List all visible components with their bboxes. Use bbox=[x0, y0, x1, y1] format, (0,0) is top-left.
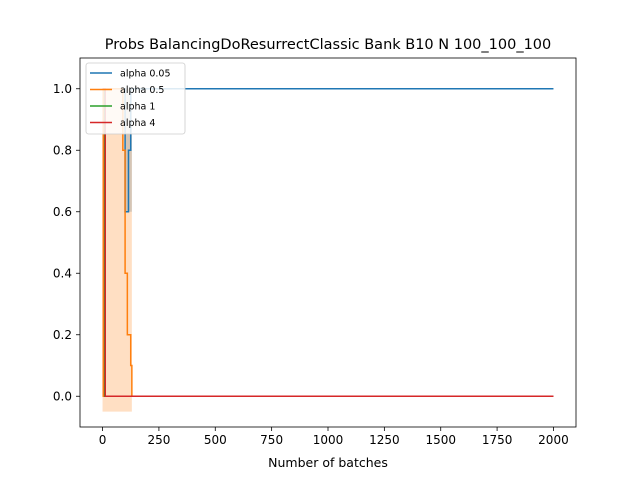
x-tick-label: 1500 bbox=[425, 433, 456, 447]
x-axis-label: Number of batches bbox=[268, 455, 388, 470]
legend-label: alpha 4 bbox=[120, 118, 155, 129]
x-tick-label: 2000 bbox=[538, 433, 569, 447]
y-tick-label: 0.0 bbox=[53, 389, 72, 403]
y-tick-label: 0.8 bbox=[53, 143, 72, 157]
series-lines bbox=[102, 88, 554, 397]
x-tick-label: 0 bbox=[99, 433, 107, 447]
confidence-bands bbox=[102, 88, 132, 412]
y-tick-label: 0.4 bbox=[53, 266, 72, 280]
x-tick-label: 1750 bbox=[482, 433, 513, 447]
x-axis-ticks: 0 250 500 750 1000 1250 1500 1750 2000 bbox=[99, 427, 569, 447]
x-tick-label: 250 bbox=[147, 433, 170, 447]
series-line-0 bbox=[102, 88, 554, 397]
y-axis-ticks: 0.0 0.2 0.4 0.6 0.8 1.0 bbox=[53, 82, 80, 403]
x-tick-label: 750 bbox=[260, 433, 283, 447]
legend-box bbox=[85, 62, 186, 135]
series-line-3 bbox=[102, 88, 554, 397]
x-tick-label: 1250 bbox=[369, 433, 400, 447]
x-tick-label: 500 bbox=[204, 433, 227, 447]
legend-label: alpha 0.5 bbox=[120, 85, 164, 96]
series-band-1 bbox=[102, 88, 132, 412]
y-tick-label: 0.2 bbox=[53, 328, 72, 342]
y-tick-label: 1.0 bbox=[53, 82, 72, 96]
legend-label: alpha 0.05 bbox=[120, 69, 171, 80]
chart-title: Probs BalancingDoResurrectClassic Bank B… bbox=[105, 37, 552, 53]
series-line-1 bbox=[102, 88, 554, 397]
x-tick-label: 1000 bbox=[313, 433, 344, 447]
y-tick-label: 0.6 bbox=[53, 205, 72, 219]
legend-label: alpha 1 bbox=[120, 102, 155, 113]
legend: alpha 0.05 alpha 0.5 alpha 1 alpha 4 bbox=[85, 62, 186, 135]
series-line-2 bbox=[102, 88, 554, 397]
